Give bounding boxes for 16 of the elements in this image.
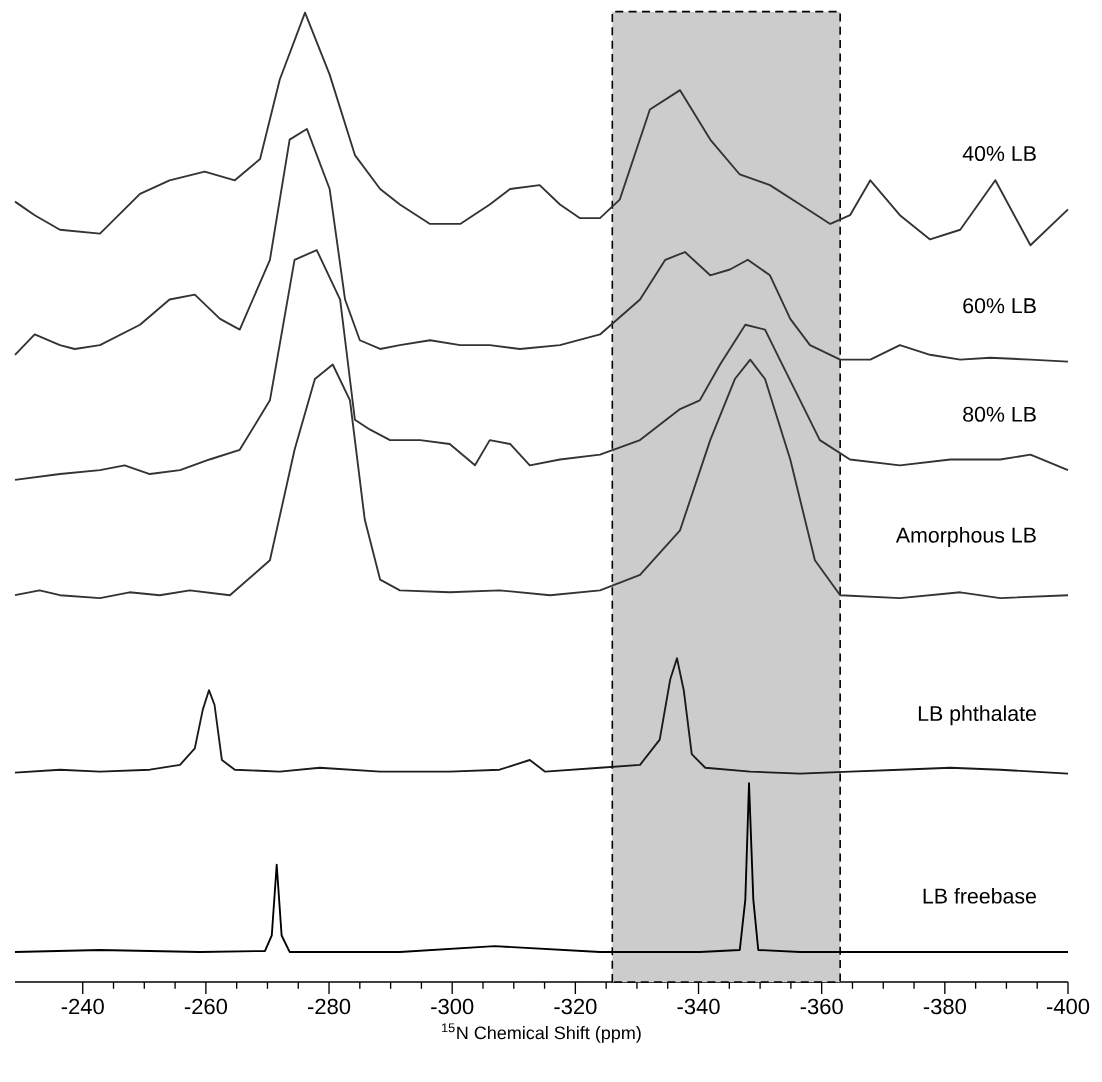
x-tick-label: -300 — [431, 998, 474, 1015]
text: 60% LB — [963, 298, 1036, 314]
series-label: 40% LB — [962, 145, 1036, 162]
x-tick-label: -280 — [308, 998, 351, 1015]
x-tick-label: -240 — [61, 998, 104, 1015]
x-tick-label: -380 — [923, 998, 966, 1015]
x-tick-label: -360 — [800, 998, 843, 1015]
x-tick-label: -320 — [554, 998, 597, 1015]
text: LB phthalate — [918, 705, 1036, 726]
x-tick-label: -340 — [677, 998, 720, 1015]
text: Amorphous LB — [895, 526, 1036, 547]
x-tick-label: -400 — [1046, 998, 1090, 1015]
text: LB freebase — [923, 887, 1036, 904]
x-axis-title: $^{15}$N Chemical Shift (ppm) — [442, 1023, 641, 1043]
x-tick-label: -260 — [184, 998, 228, 1015]
series-label: 80% LB — [963, 406, 1036, 422]
